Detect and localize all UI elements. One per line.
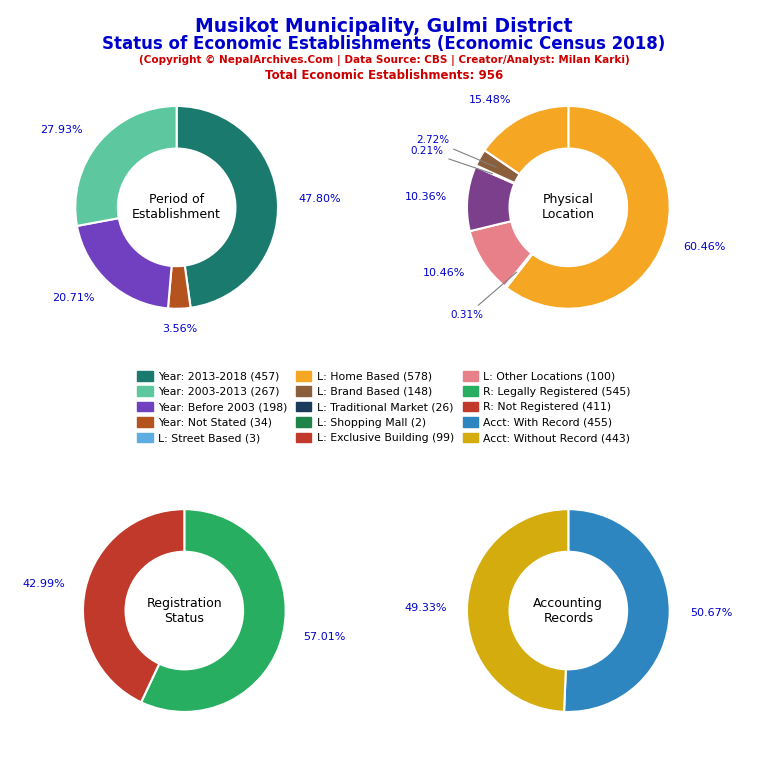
Wedge shape xyxy=(505,253,532,288)
Text: Period of
Establishment: Period of Establishment xyxy=(132,194,221,221)
Wedge shape xyxy=(77,218,171,309)
Wedge shape xyxy=(141,509,286,712)
Wedge shape xyxy=(475,165,515,184)
Wedge shape xyxy=(168,266,190,309)
Text: 3.56%: 3.56% xyxy=(162,324,197,334)
Wedge shape xyxy=(485,106,568,174)
Text: Registration
Status: Registration Status xyxy=(147,597,222,624)
Wedge shape xyxy=(506,106,670,309)
Text: Accounting
Records: Accounting Records xyxy=(534,597,603,624)
Legend: Year: 2013-2018 (457), Year: 2003-2013 (267), Year: Before 2003 (198), Year: Not: Year: 2013-2018 (457), Year: 2003-2013 (… xyxy=(137,371,631,443)
Text: Status of Economic Establishments (Economic Census 2018): Status of Economic Establishments (Econo… xyxy=(102,35,666,52)
Wedge shape xyxy=(564,509,670,712)
Text: 57.01%: 57.01% xyxy=(303,632,346,642)
Wedge shape xyxy=(467,167,515,231)
Wedge shape xyxy=(75,106,177,226)
Text: 27.93%: 27.93% xyxy=(41,124,83,134)
Text: 10.36%: 10.36% xyxy=(405,191,447,201)
Text: Total Economic Establishments: 956: Total Economic Establishments: 956 xyxy=(265,69,503,82)
Wedge shape xyxy=(476,151,520,183)
Wedge shape xyxy=(470,221,531,286)
Text: 60.46%: 60.46% xyxy=(684,242,726,252)
Text: 2.72%: 2.72% xyxy=(416,135,496,167)
Wedge shape xyxy=(467,509,568,712)
Text: 0.21%: 0.21% xyxy=(410,147,492,174)
Text: 49.33%: 49.33% xyxy=(404,603,447,613)
Text: Physical
Location: Physical Location xyxy=(541,194,595,221)
Text: 50.67%: 50.67% xyxy=(690,608,733,618)
Text: 15.48%: 15.48% xyxy=(469,94,511,104)
Text: (Copyright © NepalArchives.Com | Data Source: CBS | Creator/Analyst: Milan Karki: (Copyright © NepalArchives.Com | Data So… xyxy=(139,55,629,66)
Text: 20.71%: 20.71% xyxy=(52,293,95,303)
Text: 10.46%: 10.46% xyxy=(423,267,465,277)
Wedge shape xyxy=(83,509,184,702)
Wedge shape xyxy=(177,106,278,308)
Text: 42.99%: 42.99% xyxy=(23,579,65,589)
Text: 0.31%: 0.31% xyxy=(451,272,517,320)
Text: Musikot Municipality, Gulmi District: Musikot Municipality, Gulmi District xyxy=(195,17,573,36)
Text: 47.80%: 47.80% xyxy=(298,194,341,204)
